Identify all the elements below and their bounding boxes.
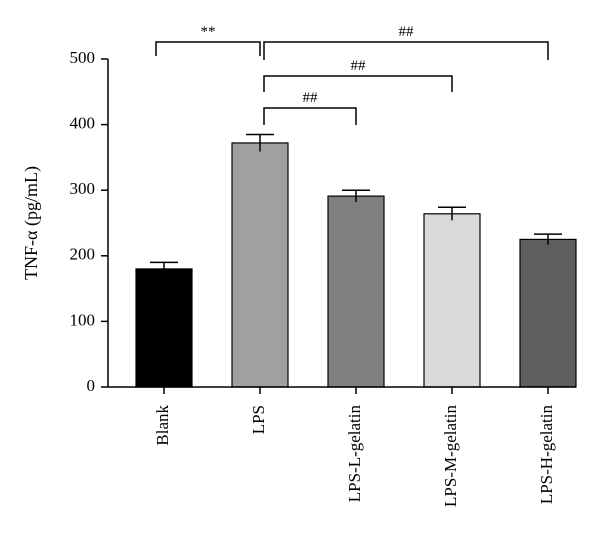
significance-layer: ## ## ## ** — [155, 24, 549, 125]
y-tick-label-100: 100 — [70, 310, 96, 329]
error-bars-layer — [150, 133, 562, 276]
y-tick-label-300: 300 — [70, 179, 96, 198]
y-tick-label-200: 200 — [70, 245, 96, 264]
x-label-blank: Blank — [153, 405, 172, 446]
significance-bracket-2 — [263, 75, 453, 92]
error-bar-blank — [150, 261, 178, 276]
significance-bracket-0 — [155, 41, 261, 56]
significance-label-0: ** — [201, 24, 216, 40]
y-ticks-layer: 0 100 200 300 400 500 — [70, 48, 108, 395]
error-bar-lps-h-gelatin — [534, 233, 562, 245]
error-bar-lps — [246, 133, 274, 152]
x-label-lps-h-gelatin: LPS-H-gelatin — [537, 405, 556, 505]
error-bar-lps-l-gelatin — [342, 189, 370, 203]
axes-layer — [107, 59, 576, 388]
y-tick-label-400: 400 — [70, 114, 96, 133]
y-tick-label-500: 500 — [70, 48, 96, 67]
bar-lps-m-gelatin — [423, 213, 481, 388]
significance-label-3: ## — [399, 24, 415, 40]
x-label-lps-l-gelatin: LPS-L-gelatin — [345, 405, 364, 503]
bar-lps-l-gelatin — [327, 195, 385, 388]
x-label-lps-m-gelatin: LPS-M-gelatin — [441, 405, 460, 507]
significance-label-1: ## — [303, 90, 319, 106]
y-axis-title: TNF-α (pg/mL) — [21, 166, 42, 280]
bar-blank — [135, 268, 193, 388]
error-bar-lps-m-gelatin — [438, 206, 466, 221]
x-labels-layer: Blank LPS LPS-L-gelatin LPS-M-gelatin LPS-H-… — [153, 387, 556, 507]
x-label-lps: LPS — [249, 405, 268, 434]
y-tick-label-0: 0 — [87, 376, 96, 395]
bars-layer — [135, 142, 577, 388]
bar-lps — [231, 142, 289, 388]
significance-bracket-3 — [263, 41, 549, 60]
significance-label-2: ## — [351, 58, 367, 74]
significance-bracket-1 — [263, 107, 357, 125]
bar-lps-h-gelatin — [519, 238, 577, 388]
